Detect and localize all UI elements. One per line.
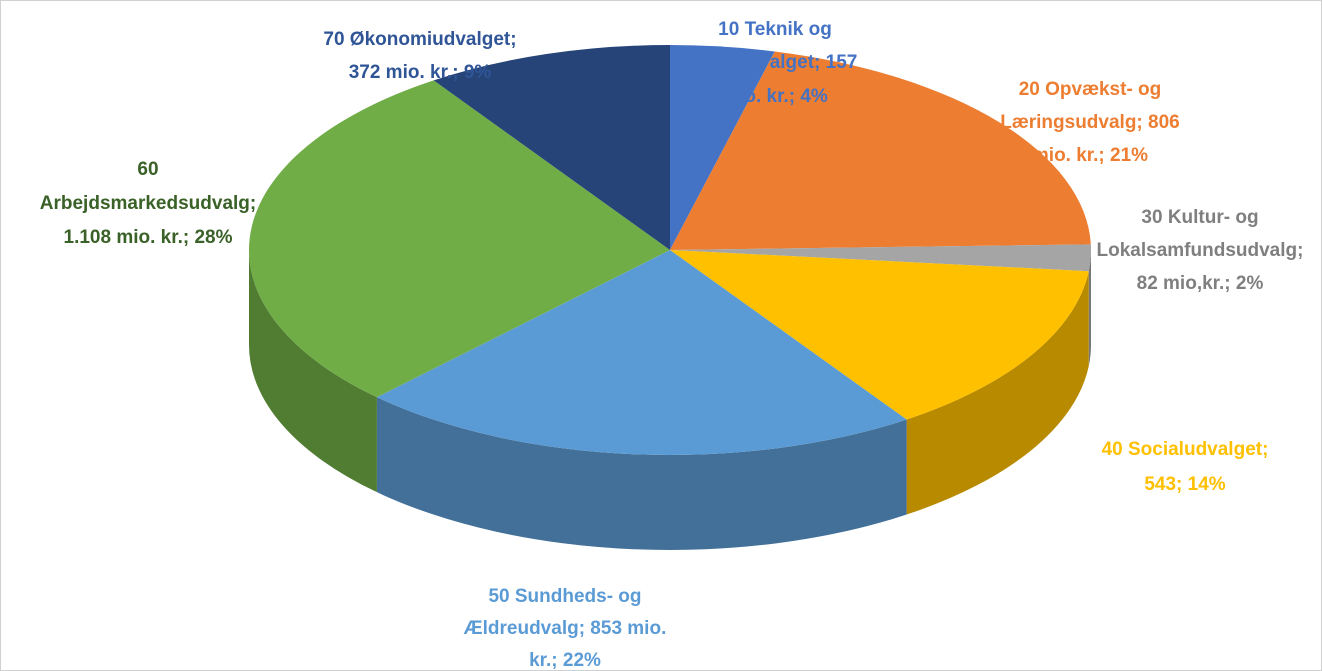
data-label: 1.108 mio. kr.; 28% [64, 227, 233, 248]
pie-side [249, 250, 377, 493]
data-label: Miljøudvalget; 157 [693, 52, 858, 73]
data-label: 10 Teknik og [718, 19, 832, 40]
pie-slice [670, 244, 1091, 272]
data-label: Lokalsamfundsudvalg; [1097, 240, 1304, 261]
data-label: mio. kr.; 21% [1032, 145, 1148, 166]
pie-slice [433, 45, 670, 250]
data-labels: 10 Teknik og Miljøudvalget; 157 mio. kr.; … [40, 19, 1304, 671]
pie-sides [249, 250, 1091, 550]
data-label: Ældreudvalg; 853 mio. [464, 618, 667, 639]
pie-side [376, 397, 907, 550]
data-label: 40 Socialudvalget; [1102, 439, 1269, 460]
data-label: 372 mio. kr.; 9% [349, 62, 492, 83]
pie-tops [249, 45, 1091, 456]
pie-slice [376, 250, 907, 456]
data-label: 50 Sundheds- og [488, 586, 641, 607]
pie-side [1088, 250, 1091, 367]
data-label: Arbejdsmarkedsudvalg; [40, 193, 256, 214]
pie-side [906, 271, 1089, 515]
pie-slice [249, 80, 670, 398]
data-label: mio. kr.; 4% [722, 86, 828, 107]
data-label: Læringsudvalg; 806 [1000, 112, 1180, 133]
pie-slice [670, 51, 1091, 251]
data-label: 60 [137, 159, 158, 180]
data-label: 82 mio,kr.; 2% [1137, 273, 1264, 294]
data-label: 30 Kultur- og [1141, 207, 1258, 228]
data-label: kr.; 22% [529, 650, 601, 671]
pie-slice [670, 45, 775, 250]
data-label: 20 Opvækst- og [1019, 79, 1162, 100]
pie-slice [670, 250, 1089, 420]
data-label: 543; 14% [1144, 474, 1225, 495]
data-label: 70 Økonomiudvalget; [323, 29, 516, 50]
